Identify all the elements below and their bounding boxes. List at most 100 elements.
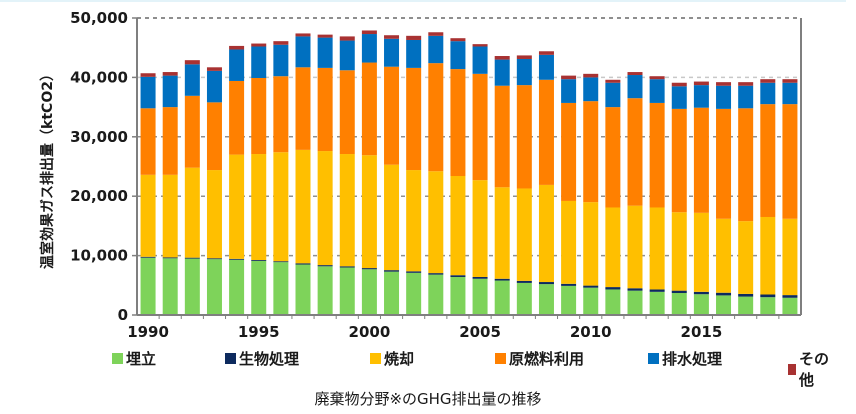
- bar-stack-2006: [494, 56, 510, 315]
- legend-swatch: [648, 353, 659, 364]
- x-tick-label: 2000: [349, 323, 391, 341]
- bar-segment: [406, 35, 422, 40]
- bar-stack-2012: [627, 72, 643, 315]
- bar-segment: [671, 82, 687, 87]
- bar-segment: [760, 294, 776, 298]
- bar-segment: [561, 283, 577, 286]
- bar-segment: [184, 257, 200, 259]
- bar-segment: [538, 51, 554, 55]
- bar-segment: [206, 70, 222, 103]
- bar-segment: [184, 258, 200, 315]
- bar-segment: [693, 212, 709, 292]
- x-tick-label: 2010: [570, 323, 612, 341]
- bar-segment: [561, 79, 577, 103]
- bar-segment: [649, 102, 665, 208]
- bar-segment: [494, 85, 510, 188]
- legend-swatch: [788, 363, 797, 375]
- bar-segment: [738, 82, 754, 86]
- bar-segment: [251, 77, 267, 155]
- bar-stack-1992: [184, 60, 200, 315]
- figure-caption: 廃棄物分野※のGHG排出量の推移: [314, 390, 542, 408]
- bar-segment: [339, 154, 355, 267]
- bar-stack-2003: [428, 32, 444, 315]
- bar-segment: [693, 294, 709, 315]
- bar-stack-1991: [162, 72, 178, 315]
- bar-stack-2018: [760, 79, 776, 315]
- bar-segment: [162, 258, 178, 315]
- bar-stack-1996: [273, 41, 289, 315]
- bar-segment: [229, 154, 245, 259]
- legend: 埋立 生物処理 焼却 原燃料利用 排水処理 その他: [112, 348, 832, 389]
- bar-segment: [273, 76, 289, 153]
- bar-stack-2014: [671, 82, 687, 315]
- bar-segment: [583, 202, 599, 286]
- bar-segment: [229, 80, 245, 155]
- bar-stack-1994: [229, 45, 245, 315]
- bar-segment: [206, 258, 222, 260]
- bar-segment: [516, 280, 532, 283]
- bar-segment: [494, 56, 510, 60]
- bar-segment: [716, 85, 732, 109]
- bar-stack-2010: [583, 73, 599, 315]
- bar-segment: [295, 263, 311, 265]
- top-border: [0, 0, 846, 2]
- bar-segment: [339, 267, 355, 315]
- bar-segment: [361, 34, 377, 63]
- bar-stack-2015: [693, 81, 709, 315]
- bar-segment: [627, 72, 643, 76]
- bar-segment: [406, 271, 422, 273]
- bar-segment: [339, 36, 355, 41]
- bar-segment: [162, 75, 178, 108]
- bar-segment: [605, 289, 621, 315]
- legend-label: 原燃料利用: [509, 350, 585, 368]
- bar-segment: [716, 295, 732, 315]
- bar-segment: [716, 292, 732, 296]
- bar-segment: [184, 64, 200, 96]
- bar-segment: [472, 44, 488, 47]
- bar-segment: [140, 76, 156, 109]
- bar-segment: [649, 76, 665, 80]
- bar-segment: [671, 212, 687, 291]
- bar-segment: [472, 73, 488, 181]
- bar-segment: [206, 170, 222, 259]
- bar-segment: [251, 260, 267, 315]
- bar-segment: [406, 272, 422, 315]
- y-axis-label: 温室効果ガス排出量（ktCO2）: [39, 67, 56, 269]
- bar-stack-2016: [716, 82, 732, 315]
- bar-segment: [516, 188, 532, 281]
- bar-segment: [206, 102, 222, 171]
- bar-segment: [538, 79, 554, 185]
- bar-segment: [317, 151, 333, 266]
- bar-segment: [693, 291, 709, 295]
- bar-segment: [450, 275, 466, 277]
- legend-swatch: [112, 353, 123, 364]
- bar-segment: [406, 67, 422, 171]
- y-tick-label: 40,000: [70, 68, 128, 86]
- legend-item: その他: [788, 348, 832, 390]
- bar-segment: [295, 36, 311, 68]
- bar-segment: [317, 67, 333, 152]
- bar-segment: [693, 81, 709, 86]
- legend-swatch: [495, 353, 506, 364]
- bar-segment: [428, 273, 444, 275]
- bar-segment: [406, 39, 422, 68]
- y-tick-label: 10,000: [70, 247, 128, 265]
- bar-stack-2007: [516, 55, 532, 315]
- bar-segment: [472, 276, 488, 279]
- bar-segment: [583, 285, 599, 288]
- bar-segment: [450, 69, 466, 177]
- bar-segment: [538, 284, 554, 315]
- bar-segment: [450, 38, 466, 42]
- bar-segment: [561, 200, 577, 284]
- bar-segment: [516, 282, 532, 315]
- bar-stack-2009: [561, 75, 577, 315]
- bar-stack-2011: [605, 79, 621, 315]
- bar-segment: [361, 62, 377, 156]
- bar-segment: [782, 82, 798, 105]
- bar-segment: [140, 174, 156, 257]
- bar-stack-2017: [738, 82, 754, 315]
- bar-stack-2001: [384, 35, 400, 315]
- legend-label: 排水処理: [662, 350, 723, 368]
- bar-segment: [649, 79, 665, 103]
